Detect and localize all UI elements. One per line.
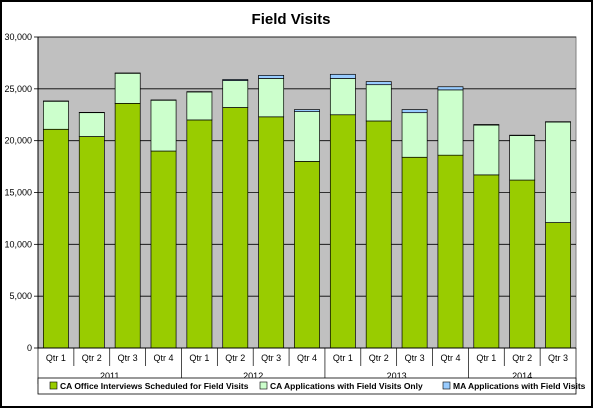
x-tick-label: Qtr 3 [118, 353, 138, 363]
legend-swatch [442, 381, 451, 390]
bar-segment-series-2 [473, 124, 500, 126]
x-tick-label: Qtr 1 [46, 353, 66, 363]
x-group-label: 2011 [100, 371, 119, 381]
y-tick-label: 10,000 [4, 239, 32, 249]
bar-segment-series-1 [545, 121, 571, 223]
x-tick-label: Qtr 3 [261, 353, 281, 363]
bar-segment-series-1 [329, 78, 356, 116]
x-tick-label: Qtr 4 [154, 353, 174, 363]
bar-segment-series-1 [509, 135, 536, 181]
y-tick-label: 25,000 [4, 84, 32, 94]
bar-segment-series-1 [186, 91, 213, 121]
legend-box [37, 377, 577, 395]
y-tick-label: 0 [27, 343, 32, 353]
bar-segment-series-2 [222, 79, 249, 81]
legend-swatch [49, 381, 58, 390]
y-tick-label: 30,000 [4, 32, 32, 42]
bar-segment-series-0 [401, 156, 428, 349]
x-group-label: 2014 [512, 371, 532, 381]
bar-segment-series-0 [365, 120, 392, 349]
x-tick-label: Qtr 2 [512, 353, 532, 363]
x-tick-label: Qtr 1 [189, 353, 209, 363]
bar-segment-series-0 [509, 179, 536, 349]
legend-label: CA Office Interviews Scheduled for Field… [60, 381, 249, 391]
bar-segment-series-1 [401, 112, 428, 158]
x-tick-label: Qtr 2 [369, 353, 389, 363]
x-tick-label: Qtr 4 [297, 353, 317, 363]
bar-segment-series-0 [114, 102, 141, 349]
x-tick-label: Qtr 1 [476, 353, 496, 363]
x-tick-label: Qtr 2 [225, 353, 245, 363]
bar-segment-series-1 [78, 112, 105, 137]
bar-segment-series-0 [150, 150, 177, 349]
bar-segment-series-0 [78, 136, 105, 349]
bar-segment-series-0 [43, 128, 69, 349]
bar-segment-series-0 [258, 116, 285, 349]
legend-label: MA Applications with Field Visits [453, 381, 586, 391]
y-tick-label: 5,000 [9, 291, 32, 301]
chart-title: Field Visits [252, 11, 331, 28]
bar-segment-series-0 [473, 174, 500, 349]
bar-segment-series-1 [43, 100, 69, 130]
bar-segment-series-1 [294, 111, 320, 162]
legend-label: CA Applications with Field Visits Only [270, 381, 423, 391]
x-tick-label: Qtr 2 [82, 353, 102, 363]
bar-segment-series-0 [222, 107, 249, 349]
bar-segment-series-1 [150, 99, 177, 152]
x-tick-label: Qtr 4 [440, 353, 460, 363]
x-tick-label: Qtr 3 [548, 353, 568, 363]
bar-segment-series-0 [437, 154, 464, 349]
bar-segment-series-0 [545, 222, 571, 349]
bar-segment-series-0 [329, 114, 356, 349]
y-tick-label: 20,000 [4, 136, 32, 146]
bar-segment-series-2 [365, 81, 392, 86]
x-axis: Qtr 1 Qtr 2 Qtr 3 Qtr 4 Qtr 1 Qtr 2 Qtr 3 Qtr 4… [37, 347, 577, 384]
x-tick-label: Qtr 1 [333, 353, 353, 363]
y-axis: 0 5,000 10,000 15,000 20,000 25,000 30,000 [4, 32, 39, 353]
bar-segment-series-1 [365, 84, 392, 122]
bar-segment-series-2 [401, 109, 428, 114]
bar-segment-series-0 [186, 119, 213, 349]
legend-swatch [259, 381, 268, 390]
bar-segment-series-2 [294, 109, 320, 112]
bar-segment-series-1 [437, 89, 464, 156]
bars [43, 72, 571, 349]
legend: CA Office Interviews Scheduled for Field… [37, 377, 586, 395]
bar-segment-series-1 [473, 124, 500, 176]
x-tick-label: Qtr 3 [405, 353, 425, 363]
bar-segment-series-2 [258, 75, 285, 79]
bar-segment-series-1 [222, 80, 249, 108]
bar-segment-series-2 [437, 86, 464, 91]
bar-segment-series-2 [329, 73, 356, 79]
bar-segment-series-1 [114, 72, 141, 104]
y-tick-label: 15,000 [4, 188, 32, 198]
bar-segment-series-1 [258, 78, 285, 118]
bar-segment-series-0 [294, 161, 320, 349]
x-group-label: 2012 [243, 371, 263, 381]
x-group-label: 2013 [387, 371, 407, 381]
